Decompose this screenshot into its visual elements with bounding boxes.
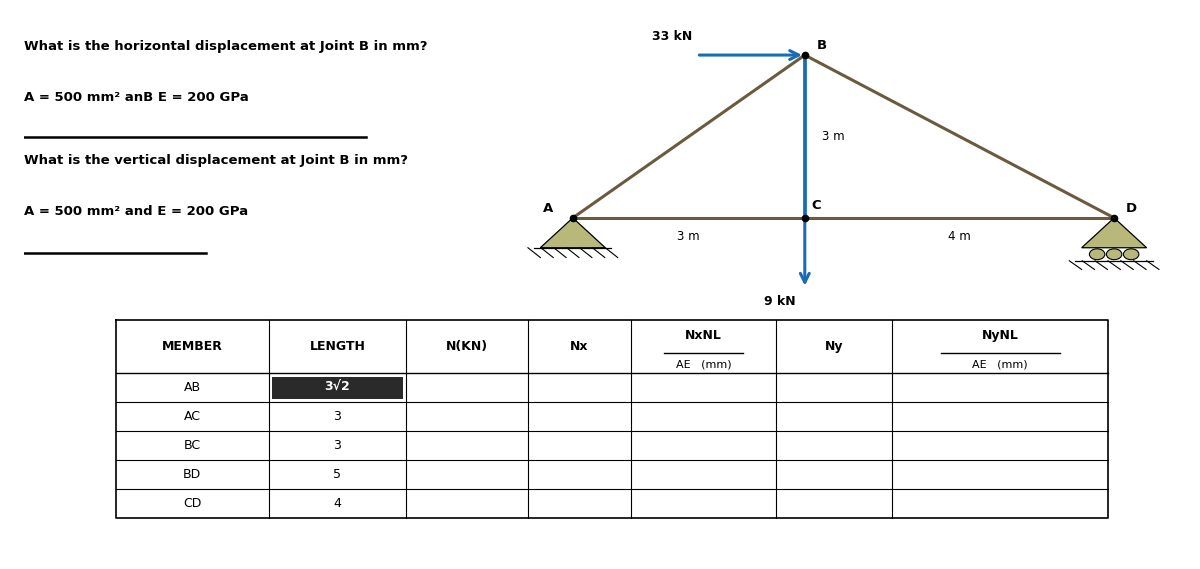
Text: 3 m: 3 m [822, 130, 845, 143]
Text: BC: BC [184, 439, 200, 452]
Text: BD: BD [184, 468, 202, 481]
Text: What is the vertical displacement at Joint B in mm?: What is the vertical displacement at Joi… [24, 154, 408, 167]
Text: NyNL: NyNL [982, 329, 1019, 342]
Text: B: B [816, 39, 827, 52]
Text: 3 m: 3 m [678, 230, 700, 243]
Text: MEMBER: MEMBER [162, 340, 223, 353]
Text: 9 kN: 9 kN [764, 295, 796, 308]
Circle shape [1106, 249, 1122, 259]
Text: Nx: Nx [570, 340, 588, 353]
Text: A: A [544, 202, 553, 215]
FancyBboxPatch shape [272, 377, 403, 398]
Text: Ny: Ny [824, 340, 844, 353]
Text: LENGTH: LENGTH [310, 340, 365, 353]
Circle shape [1123, 249, 1139, 259]
Text: 3: 3 [334, 439, 341, 452]
Polygon shape [540, 218, 605, 248]
Text: 3: 3 [334, 410, 341, 423]
Text: What is the horizontal displacement at Joint B in mm?: What is the horizontal displacement at J… [24, 40, 427, 53]
Text: 4: 4 [334, 497, 341, 510]
Text: N(KN): N(KN) [445, 340, 488, 353]
Text: AC: AC [184, 410, 200, 423]
Text: D: D [1126, 202, 1136, 215]
Text: AE   (mm): AE (mm) [972, 360, 1028, 369]
Text: C: C [811, 200, 821, 212]
Text: AB: AB [184, 381, 200, 394]
Polygon shape [1081, 218, 1147, 248]
Text: CD: CD [184, 497, 202, 510]
Text: AE   (mm): AE (mm) [676, 360, 731, 369]
Text: A = 500 mm² and E = 200 GPa: A = 500 mm² and E = 200 GPa [24, 205, 248, 218]
Text: 4 m: 4 m [948, 230, 971, 243]
Text: 33 kN: 33 kN [653, 30, 692, 43]
Text: A = 500 mm² anB E = 200 GPa: A = 500 mm² anB E = 200 GPa [24, 91, 248, 104]
Text: 3√2: 3√2 [324, 381, 350, 394]
Text: NxNL: NxNL [685, 329, 721, 342]
Text: 5: 5 [334, 468, 342, 481]
Circle shape [1090, 249, 1105, 259]
